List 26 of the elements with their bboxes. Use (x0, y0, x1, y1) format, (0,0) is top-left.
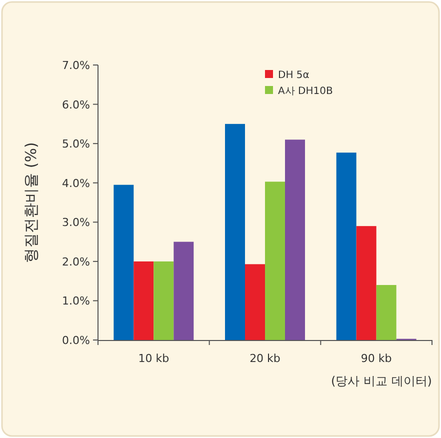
bar (336, 152, 356, 340)
bar (265, 182, 285, 340)
y-axis-title: 형질전환비율 (%) (22, 142, 40, 263)
y-tick-label: 4.0% (62, 176, 90, 190)
bar (174, 242, 194, 340)
y-tick-label: 6.0% (62, 98, 90, 112)
y-tick-label: 2.0% (62, 255, 90, 268)
bar (114, 184, 134, 340)
x-tick-label: 90 kb (360, 352, 392, 365)
y-tick-label: 1.0% (62, 294, 90, 308)
legend-label: DH 5α (278, 70, 310, 81)
bar (285, 140, 305, 340)
y-tick-label: 3.0% (62, 216, 90, 230)
y-tick-label: 5.0% (62, 138, 90, 151)
bar (134, 261, 154, 340)
y-tick-label: 7.0% (62, 59, 90, 72)
bar (154, 261, 174, 340)
x-tick-label: 20 kb (250, 352, 280, 365)
legend-label: A사 DH10B (278, 86, 333, 97)
x-tick-label: 10 kb (138, 352, 170, 365)
bar (356, 226, 376, 340)
bar (225, 124, 245, 340)
bar (376, 285, 396, 340)
bar (245, 264, 265, 340)
text: (당사 비교 데이터) (331, 374, 432, 388)
y-tick-label: 0.0% (62, 334, 90, 347)
